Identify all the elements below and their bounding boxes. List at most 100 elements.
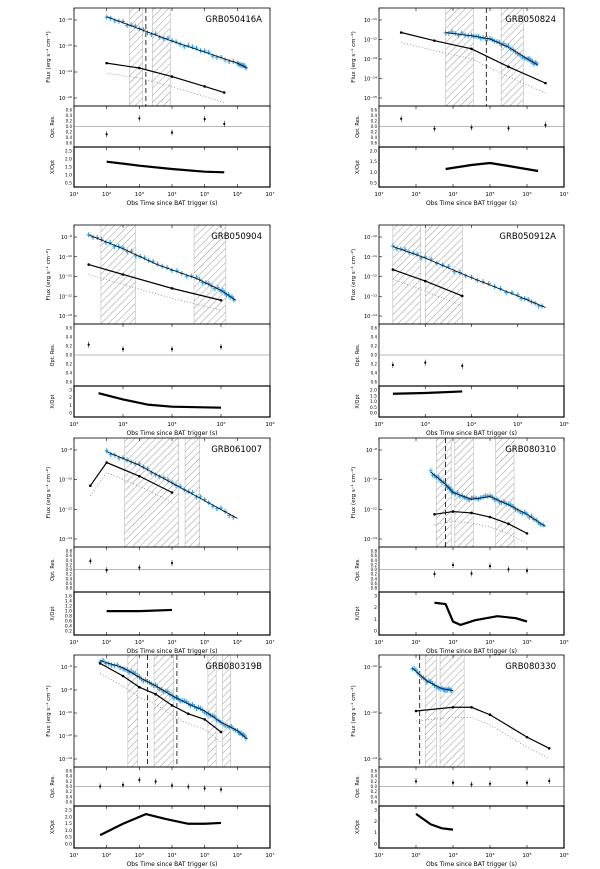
ratio-tick-label: 0 bbox=[69, 411, 72, 417]
res-tick-label: 0.4 bbox=[66, 335, 73, 340]
x-axis-label: Obs Time since BAT trigger (s) bbox=[426, 430, 517, 437]
panel-title: GRB050912A bbox=[499, 232, 556, 242]
optical-point bbox=[98, 662, 102, 665]
y-tick-label: 10⁻¹⁴ bbox=[364, 757, 377, 763]
res-tick-label: 0.8 bbox=[66, 586, 73, 591]
hatched-region bbox=[425, 654, 437, 768]
optical-point bbox=[460, 294, 464, 298]
res-tick-label: 0.6 bbox=[66, 380, 73, 385]
res-tick-label: 0.4 bbox=[371, 135, 378, 140]
flux-axis-label: Flux (erg s⁻¹ cm⁻²) bbox=[45, 467, 52, 518]
ratio-tick-label: 0.6 bbox=[65, 619, 72, 625]
res-axis-label: Opt. Res. bbox=[355, 558, 361, 581]
chart-panel-2: GRB050824 10² 10³ 10⁴ 10⁵ 10⁶ 10⁷ Obs Time sinc… bbox=[350, 7, 569, 207]
panel-title: GRB080319B bbox=[205, 662, 262, 672]
res-axis-label: Opt. Res. bbox=[355, 115, 361, 138]
x-tick-label: 10⁴ bbox=[485, 852, 495, 859]
res-tick-label: 0.0 bbox=[66, 784, 73, 789]
flux-axis-label: Flux (erg s⁻¹ cm⁻²) bbox=[350, 467, 357, 518]
y-tick-label: 10⁻¹⁰ bbox=[59, 711, 72, 717]
optical-point bbox=[391, 268, 395, 271]
optical-point bbox=[154, 692, 157, 696]
y-tick-label: 10⁻¹⁵ bbox=[364, 96, 377, 102]
res-tick-label: 0.8 bbox=[371, 586, 378, 591]
optical-point bbox=[451, 705, 455, 709]
xray-model-line bbox=[106, 451, 238, 519]
res-tick-label: 0.6 bbox=[371, 108, 378, 113]
optical-point bbox=[170, 287, 174, 290]
res-tick-label: 0.0 bbox=[66, 567, 73, 572]
y-tick-label: 10⁻¹³ bbox=[364, 57, 377, 63]
y-tick-label: 10⁻¹⁰ bbox=[59, 18, 72, 24]
res-tick-label: 0.0 bbox=[66, 353, 73, 358]
y-tick-label: 10⁻⁸ bbox=[366, 448, 377, 454]
optical-point bbox=[138, 685, 141, 689]
x-tick-label: 10⁴ bbox=[167, 639, 177, 646]
y-tick-label: 10⁻¹¹ bbox=[364, 255, 377, 261]
x-tick-label: 10⁷ bbox=[265, 852, 274, 859]
x-tick-label: 10³ bbox=[118, 421, 127, 428]
optical-point bbox=[451, 510, 455, 513]
chart-panel-7: GRB080319B 10¹ 10² 10³ 10⁴ 10⁵ 10⁶ 10⁷ Obs Time … bbox=[45, 654, 275, 868]
y-tick-label: 10⁻⁶ bbox=[61, 665, 72, 671]
ratio-frame bbox=[73, 591, 271, 636]
x-tick-label: 10⁵ bbox=[485, 191, 494, 198]
res-tick-label: 0.0 bbox=[371, 124, 378, 129]
res-tick-label: 0.6 bbox=[66, 141, 73, 146]
res-tick-label: 0.2 bbox=[66, 344, 73, 349]
x-tick-label: 10³ bbox=[421, 421, 430, 428]
ratio-tick-label: 1.5 bbox=[370, 393, 377, 399]
res-tick-label: 0.4 bbox=[371, 335, 378, 340]
res-tick-label: 0.4 bbox=[371, 576, 378, 581]
ratio-axis-label: X/Opt bbox=[355, 606, 361, 620]
panel-title: GRB050904 bbox=[211, 232, 262, 242]
ratio-axis-label: X/Opt bbox=[50, 394, 56, 408]
x-tick-label: 10⁵ bbox=[513, 421, 522, 428]
ratio-tick-label: 1.6 bbox=[65, 594, 72, 600]
ratio-tick-label: 1.0 bbox=[65, 609, 72, 615]
x-tick-label: 10³ bbox=[135, 191, 144, 198]
ratio-tick-label: 1.0 bbox=[370, 170, 377, 176]
optical-point bbox=[219, 730, 223, 734]
ratio-tick-label: 1.0 bbox=[65, 828, 72, 834]
res-tick-label: 0.2 bbox=[371, 789, 378, 794]
optical-point bbox=[203, 85, 206, 88]
ratio-frame bbox=[378, 591, 565, 636]
y-tick-label: 10⁻¹² bbox=[59, 507, 72, 513]
ratio-frame bbox=[73, 385, 271, 418]
optical-point bbox=[433, 39, 436, 42]
ratio-tick-label: 0 bbox=[374, 629, 377, 635]
panel-title: GRB080310 bbox=[505, 445, 556, 455]
y-tick-label: 10⁻¹⁰ bbox=[59, 478, 72, 484]
res-tick-label: 0.6 bbox=[66, 108, 73, 113]
res-axis-label: Opt. Res. bbox=[355, 775, 361, 798]
component-curve bbox=[106, 72, 225, 103]
x-tick-label: 10¹ bbox=[374, 639, 383, 646]
res-tick-label: 0.4 bbox=[66, 113, 73, 118]
x-tick-label: 10⁶ bbox=[233, 852, 243, 859]
res-tick-label: 0.2 bbox=[66, 562, 73, 567]
y-tick-label: 10⁻¹² bbox=[59, 734, 72, 740]
ratio-curve bbox=[106, 160, 225, 174]
res-axis-label: Opt. Res. bbox=[50, 115, 56, 138]
x-tick-label: 10⁶ bbox=[233, 191, 243, 198]
optical-point bbox=[105, 461, 108, 464]
res-tick-label: 0.2 bbox=[66, 572, 73, 577]
ratio-tick-label: 2.0 bbox=[65, 157, 72, 163]
x-tick-label: 10² bbox=[374, 191, 383, 198]
y-tick-label: 10⁻¹⁰ bbox=[364, 235, 377, 241]
y-tick-label: 10⁻¹¹ bbox=[59, 275, 72, 281]
res-tick-label: 0.4 bbox=[371, 774, 378, 779]
ratio-tick-label: 2.0 bbox=[370, 149, 377, 155]
hatched-region bbox=[439, 654, 465, 768]
res-tick-label: 0.4 bbox=[371, 794, 378, 799]
ratio-tick-label: 2.0 bbox=[65, 814, 72, 820]
res-tick-label: 0.4 bbox=[66, 794, 73, 799]
x-tick-label: 10⁵ bbox=[216, 421, 225, 428]
y-tick-label: 10⁻¹³ bbox=[59, 314, 72, 320]
res-axis-label: Opt. Res. bbox=[50, 343, 56, 366]
optical-point bbox=[203, 718, 206, 721]
x-tick-label: 10¹ bbox=[69, 852, 78, 859]
x-tick-label: 10³ bbox=[448, 639, 457, 646]
flux-axis-label: Flux (erg s⁻¹ cm⁻²) bbox=[45, 249, 52, 300]
